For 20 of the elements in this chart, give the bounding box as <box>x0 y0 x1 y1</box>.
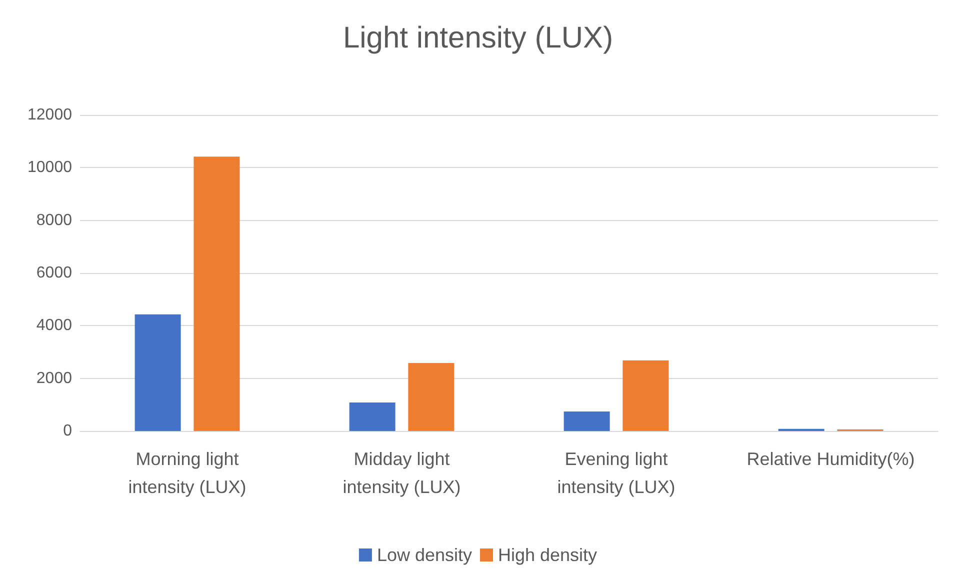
y-tick-label: 12000 <box>28 106 72 124</box>
y-tick-label: 8000 <box>36 212 72 229</box>
bar <box>134 314 181 431</box>
x-tick-label: Evening light intensity (LUX) <box>557 449 676 497</box>
x-tick-label: Relative Humidity(%) <box>746 449 915 469</box>
x-tick-label: Midday light intensity (LUX) <box>342 449 461 497</box>
y-tick-label: 6000 <box>36 264 72 282</box>
legend-label: High density <box>498 545 598 565</box>
bar <box>564 412 610 431</box>
legend-label: Low density <box>376 545 472 565</box>
y-tick-label: 4000 <box>36 317 72 334</box>
y-tick-label: 10000 <box>28 159 72 176</box>
bar <box>349 402 396 431</box>
bar <box>408 363 454 431</box>
x-tick-label: Morning light intensity (LUX) <box>128 449 246 497</box>
chart-title: Light intensity (LUX) <box>342 22 614 54</box>
y-tick-label: 0 <box>63 422 72 440</box>
bar <box>194 156 240 431</box>
y-tick-label: 2000 <box>36 370 72 387</box>
bar <box>622 360 669 431</box>
